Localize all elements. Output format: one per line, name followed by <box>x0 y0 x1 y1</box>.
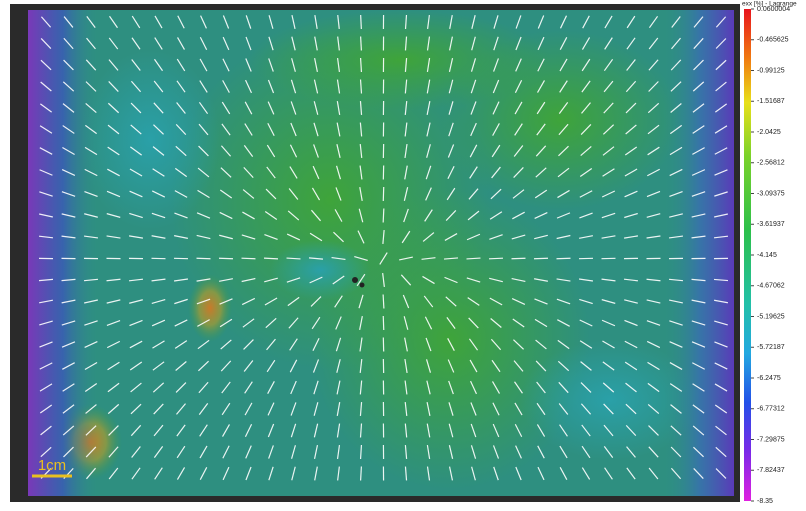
colorbar-tick-label: -5.19625 <box>757 313 785 320</box>
strain-vector <box>361 15 362 29</box>
colorbar-tick-label: -6.2475 <box>757 375 781 382</box>
strain-vector <box>383 209 384 223</box>
strain-vector <box>383 295 384 309</box>
colorbar-tick-label: -3.09375 <box>757 190 785 197</box>
specimen-field: 1cm <box>10 4 740 502</box>
colorbar-tick-label: -2.0425 <box>757 129 781 136</box>
colorbar-tick-label: 0.0600004 <box>757 6 790 13</box>
colorbar-gradient <box>744 9 751 501</box>
strain-vector <box>512 258 526 259</box>
colorbar-tick-label: -7.29875 <box>757 436 785 443</box>
colorbar-tick-label: -4.145 <box>757 252 777 259</box>
strain-vector <box>242 258 256 259</box>
strain-vector <box>219 258 233 259</box>
colorbar-tick-label: -2.56812 <box>757 160 785 167</box>
colorbar-tick-label: -3.61937 <box>757 221 785 228</box>
colorbar-tick-label: -0.99125 <box>757 67 785 74</box>
strain-vector <box>383 316 384 330</box>
colorbar: exx [%] - Lagrange 0.0600004-0.465625-0.… <box>742 1 797 505</box>
colorbar-tick-label: -7.82437 <box>757 467 785 474</box>
strain-vector <box>361 467 362 481</box>
colorbar-tick-label: -1.51687 <box>757 98 785 105</box>
colorbar-tick-label: -6.77312 <box>757 406 785 413</box>
colorbar-tick-label: -4.67062 <box>757 283 785 290</box>
colorbar-tick-label: -8.35 <box>757 498 773 505</box>
scale-label: 1cm <box>38 457 66 474</box>
colorbar-tick-label: -0.465625 <box>757 37 789 44</box>
colorbar-tick-label: -5.72187 <box>757 344 785 351</box>
strain-vector <box>489 258 503 259</box>
strain-vector <box>361 37 362 51</box>
strain-vector <box>467 258 481 259</box>
strain-vector <box>361 58 362 72</box>
strain-vector <box>264 258 278 259</box>
